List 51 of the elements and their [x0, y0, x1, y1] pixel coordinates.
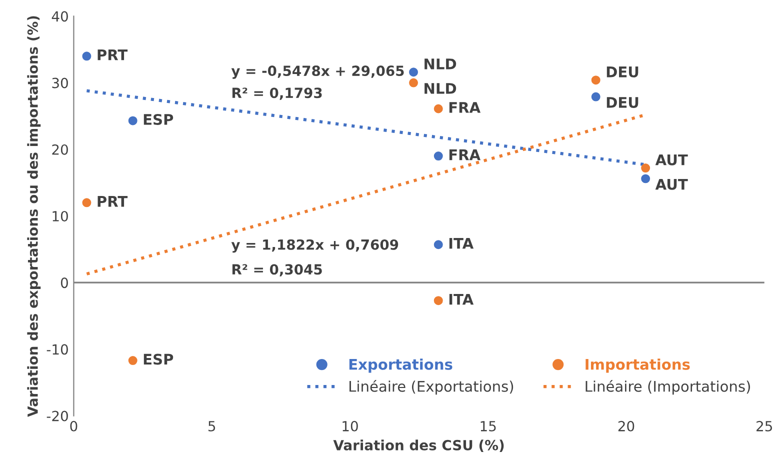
- point: [409, 68, 418, 77]
- point: [434, 296, 443, 306]
- annotation: NLD: [424, 58, 456, 70]
- annotation: ITA: [449, 294, 474, 305]
- y-tick-label: 10: [52, 210, 68, 222]
- legend-label: Importations: [586, 358, 690, 373]
- y-tick-label: 40: [52, 11, 68, 22]
- point: [128, 356, 138, 366]
- legend-label: Linéaire (Exportations): [350, 380, 514, 395]
- point: [434, 240, 443, 250]
- y-tick-label: -20: [46, 410, 68, 422]
- annotation: PRT: [98, 50, 128, 60]
- point: [82, 198, 92, 208]
- x-tick-label: 20: [618, 420, 634, 432]
- y-tick-label: -10: [46, 344, 68, 355]
- annotation: FRA: [449, 149, 481, 160]
- point: [128, 116, 138, 126]
- x-tick-label: 15: [480, 421, 496, 432]
- point: [434, 152, 443, 161]
- annotation: AUT: [655, 179, 688, 190]
- point: [409, 78, 418, 88]
- x-tick-label: 10: [342, 420, 358, 432]
- annotation: ESP: [144, 114, 174, 125]
- y-tick-label: 20: [52, 144, 68, 155]
- annotation: DEU: [606, 66, 638, 78]
- y-tick-label: 30: [52, 78, 68, 88]
- annotation: R² = 0,3045: [232, 264, 322, 276]
- point: [82, 52, 92, 61]
- point: [434, 104, 443, 114]
- point: [591, 76, 600, 85]
- annotation: y = -0,5478x + 29,065: [231, 66, 404, 79]
- annotation: ESP: [144, 354, 174, 365]
- point: [641, 164, 650, 173]
- annotation: DEU: [606, 97, 638, 108]
- x-tick-label: 25: [756, 420, 772, 432]
- point: [591, 92, 600, 102]
- annotation: NLD: [424, 83, 456, 94]
- legend-label: Linéaire (Importations): [586, 380, 750, 395]
- annotation: PRT: [98, 196, 128, 207]
- annotation: AUT: [655, 154, 688, 166]
- point: [641, 174, 650, 184]
- y-tick-label: 0: [60, 278, 68, 288]
- annotation: ITA: [449, 238, 474, 249]
- x-tick-label: 0: [70, 420, 78, 432]
- annotation: R² = 0,1793: [232, 88, 322, 100]
- x-axis-title: Variation des CSU (%): [333, 440, 504, 452]
- legend-label: Exportations: [349, 358, 452, 373]
- x-tick-label: 5: [208, 421, 216, 432]
- annotation: y = 1,1822x + 0,7609: [231, 239, 398, 253]
- y-axis-title: Variation des exportations ou des importations (%): [27, 16, 41, 417]
- annotation: FRA: [449, 102, 481, 113]
